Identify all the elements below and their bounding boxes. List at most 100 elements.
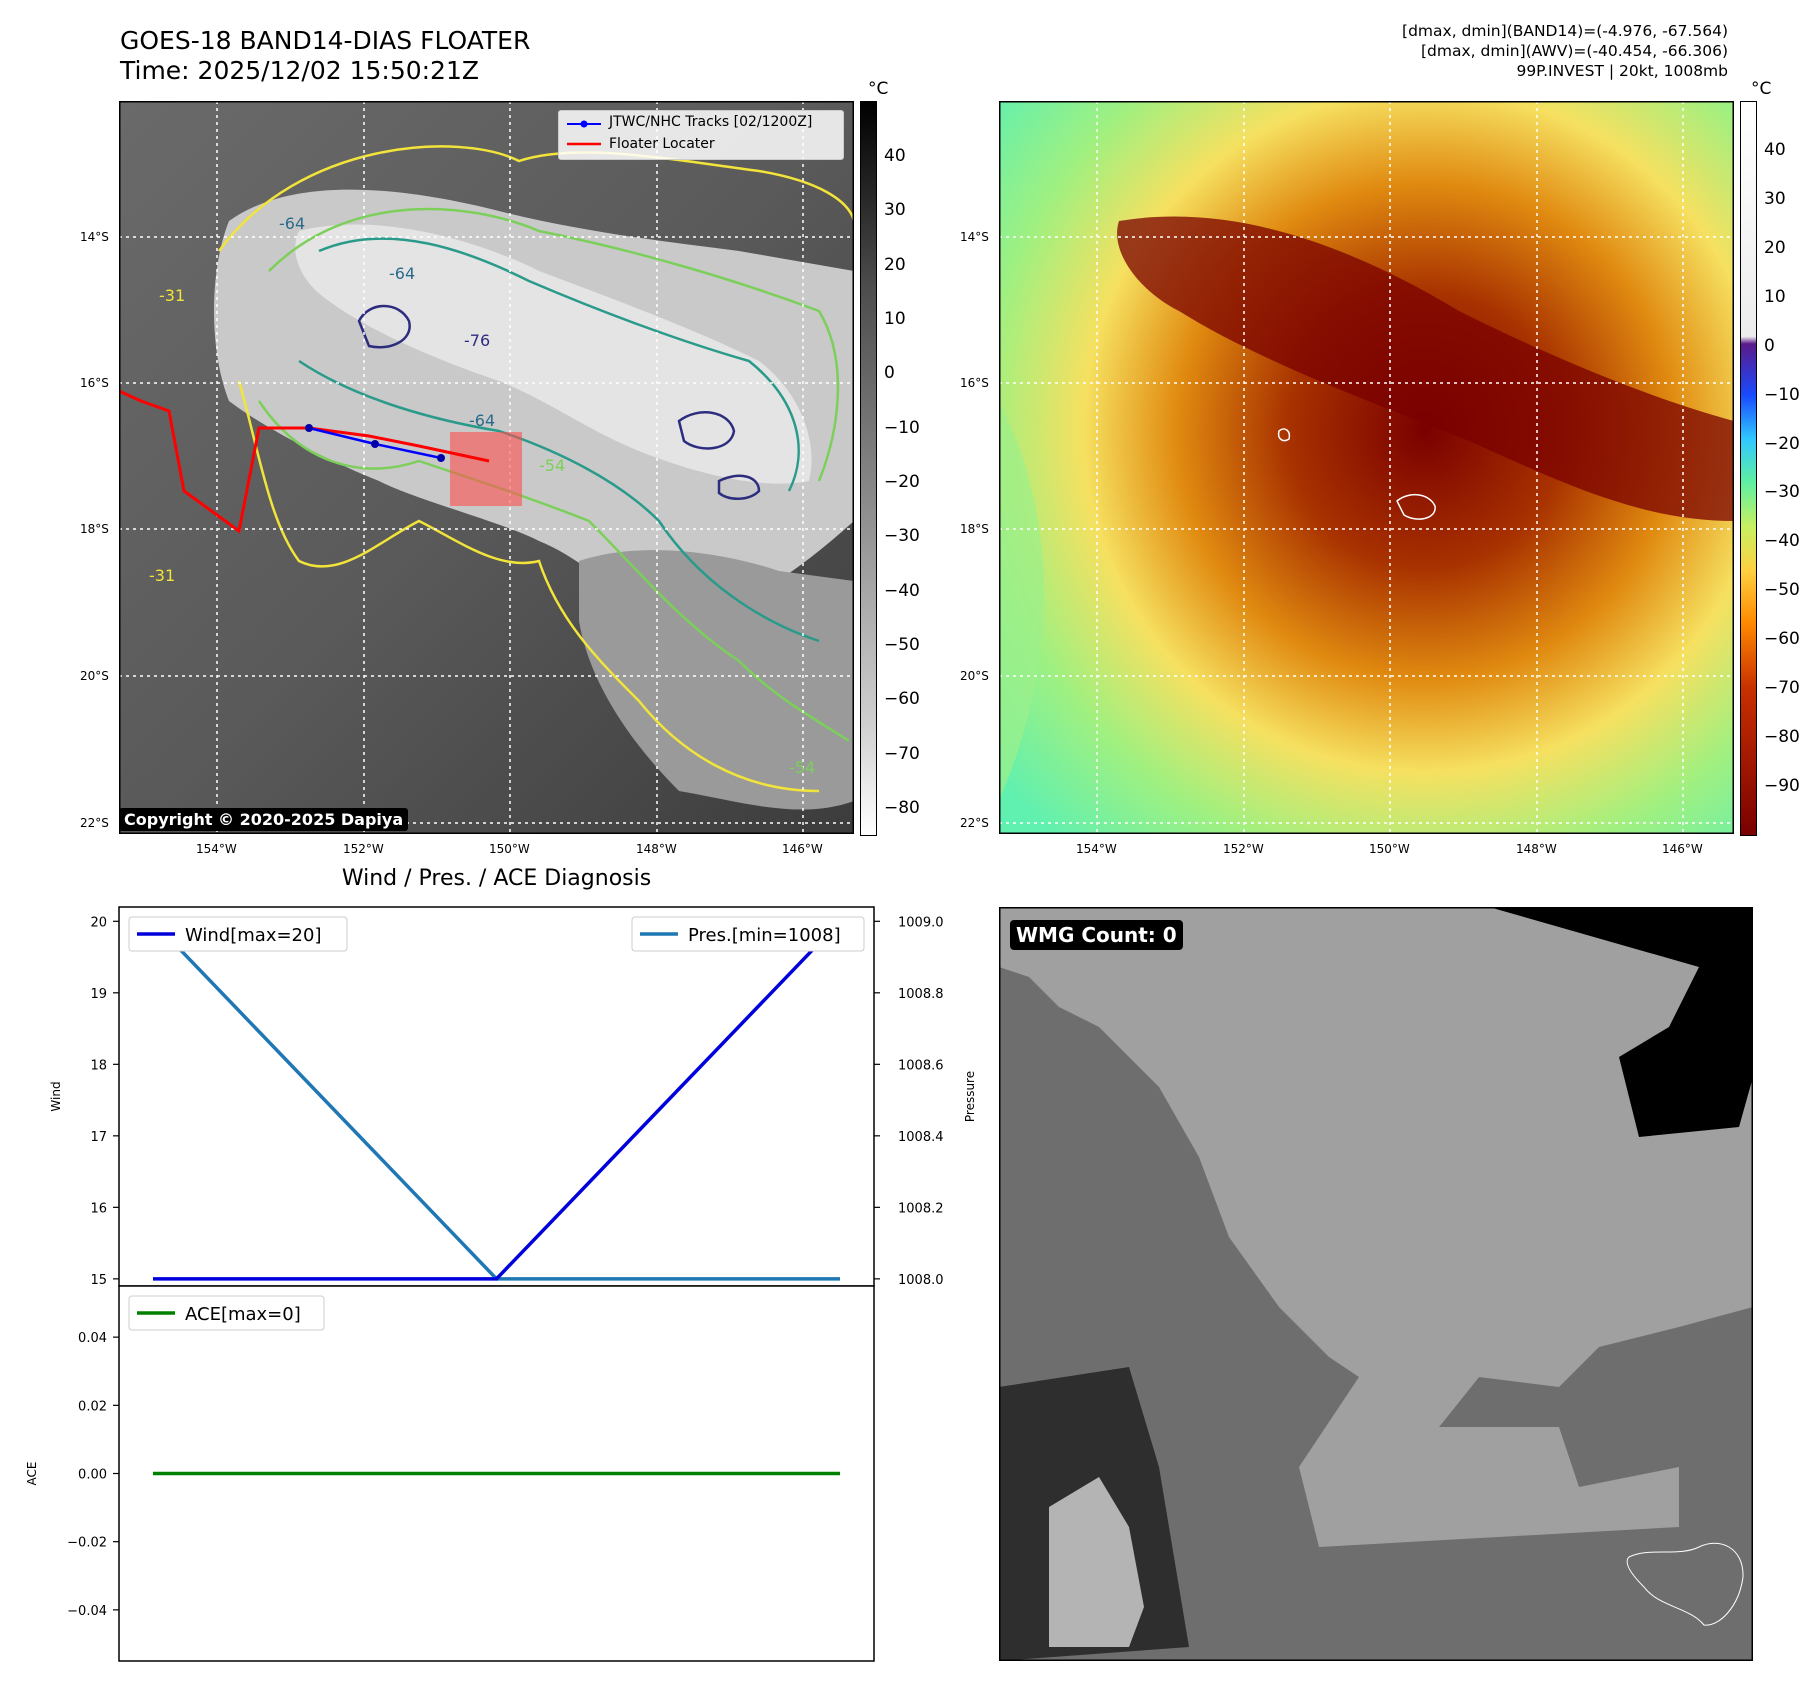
awv-colorbar-tick: 30 — [1764, 188, 1786, 209]
ace-tick-label: 0.02 — [78, 1399, 107, 1414]
awv-lon-label: 146°W — [1662, 842, 1703, 856]
meta-band14: [dmax, dmin](BAND14)=(-4.976, -67.564) — [1402, 22, 1728, 40]
ace-tick-label: 0.00 — [78, 1468, 107, 1483]
contour-label: -76 — [464, 331, 490, 350]
ir-lon-label: 154°W — [196, 842, 237, 856]
contour-teal — [298, 237, 820, 643]
wind-tick-label: 17 — [90, 1130, 107, 1145]
ir-colorbar-tick: −40 — [884, 580, 920, 601]
ir-cloud-south — [579, 550, 854, 810]
awv-colorbar-tick: 40 — [1764, 140, 1786, 160]
wind-axis-label: Wind — [49, 1081, 63, 1111]
ir-legend: JTWC/NHC Tracks [02/1200Z] Floater Locat… — [558, 110, 844, 160]
ace-legend-box — [128, 1295, 325, 1331]
pressure-axis-label: Pressure — [963, 1071, 977, 1122]
meta-storm: 99P.INVEST | 20kt, 1008mb — [1516, 62, 1728, 80]
ir-colorbar-tick: 40 — [884, 146, 906, 166]
pres-legend-box — [631, 916, 865, 952]
ace-axis-label: ACE — [25, 1462, 39, 1486]
ir-colorbar-tick: −70 — [884, 743, 920, 764]
awv-lon-label: 154°W — [1076, 842, 1117, 856]
legend-tracks-label: JTWC/NHC Tracks [02/1200Z] — [609, 114, 813, 130]
diag-title: Wind / Pres. / ACE Diagnosis — [341, 866, 652, 891]
wind-tick-label: 20 — [90, 915, 107, 930]
pres-tick-label: 1008.0 — [898, 1273, 944, 1288]
ir-colorbar — [860, 101, 877, 836]
ir-colorbar-tick: 20 — [884, 254, 906, 275]
wind-legend-label: Wind[max=20] — [185, 925, 322, 946]
awv-gridlines — [999, 101, 1734, 834]
awv-lon-label: 152°W — [1223, 842, 1264, 856]
meta-awv: [dmax, dmin](AWV)=(-40.454, -66.306) — [1421, 42, 1728, 60]
wind-tick-label: 15 — [90, 1273, 107, 1288]
ace-legend-label: ACE[max=0] — [185, 1304, 301, 1325]
awv-lat-label: 20°S — [960, 669, 989, 683]
pres-tick-label: 1009.0 — [898, 915, 944, 930]
pres-tick-label: 1008.2 — [898, 1201, 944, 1216]
awv-colorbar-tick: −90 — [1764, 776, 1800, 796]
wmg-gradient-patch — [1049, 1477, 1144, 1647]
awv-lon-label: 148°W — [1516, 842, 1557, 856]
ir-lat-label: 16°S — [80, 376, 109, 390]
contour-green — [257, 207, 850, 743]
awv-colorbar-tick: −30 — [1764, 482, 1800, 503]
track-point — [305, 424, 313, 432]
awv-colorbar — [1740, 101, 1757, 836]
pres-tick-label: 1008.4 — [898, 1130, 944, 1145]
track-point — [371, 440, 379, 448]
pres-tick-label: 1008.8 — [898, 987, 944, 1002]
ir-map-panel: -64 -64 -76 -64 -54 -54 -31 -31 — [119, 101, 854, 834]
ir-lon-label: 150°W — [489, 842, 530, 856]
awv-dry-band — [1117, 216, 1734, 521]
wind-tick-label: 16 — [90, 1201, 107, 1216]
ir-colorbar-unit: °C — [868, 79, 889, 99]
legend-floater-label: Floater Locater — [609, 136, 715, 152]
awv-lat-label: 16°S — [960, 376, 989, 390]
awv-colorbar-tick: −10 — [1764, 384, 1800, 405]
awv-lat-label: 22°S — [960, 816, 989, 830]
awv-lat-label: 14°S — [960, 230, 989, 244]
awv-colorbar-tick: −20 — [1764, 433, 1800, 454]
ir-lat-label: 14°S — [80, 230, 109, 244]
ir-lat-label: 22°S — [80, 816, 109, 830]
ace-tick-label: 0.04 — [78, 1331, 107, 1346]
ir-lon-label: 152°W — [343, 842, 384, 856]
wmg-panel — [999, 907, 1753, 1661]
awv-map-panel — [999, 101, 1734, 834]
ir-lat-label: 20°S — [80, 669, 109, 683]
awv-colorbar-tick: −50 — [1764, 580, 1800, 601]
contour-label: -54 — [789, 758, 815, 777]
contour-label: -31 — [159, 286, 185, 305]
ir-colorbar-tick: 10 — [884, 309, 906, 329]
contour-label: -64 — [279, 214, 305, 233]
ir-colorbar-tick: 30 — [884, 200, 906, 221]
ir-lon-label: 146°W — [782, 842, 823, 856]
copyright-badge: Copyright © 2020-2025 Dapiya — [119, 808, 409, 831]
awv-colorbar-tick: −70 — [1764, 678, 1800, 699]
wind-tick-label: 19 — [90, 987, 107, 1002]
wind-pres-axes-frame — [118, 906, 875, 1287]
ir-colorbar-tick: −50 — [884, 635, 920, 655]
awv-lon-label: 150°W — [1369, 842, 1410, 856]
ir-colorbar-tick: −60 — [884, 689, 920, 710]
wind-legend-box — [128, 916, 348, 952]
wmg-lightgray-band — [1299, 1347, 1679, 1547]
ir-lat-label: 18°S — [80, 522, 109, 536]
floater-locater-line — [119, 389, 490, 534]
contour-label: -54 — [539, 456, 565, 475]
contour-navy-3 — [717, 474, 761, 500]
contour-navy-2 — [677, 411, 736, 450]
ace-tick-label: −0.02 — [67, 1536, 107, 1551]
wmg-count-badge: WMG Count: 0 — [1010, 920, 1183, 950]
contour-label: -64 — [389, 264, 415, 283]
pres-tick-label: 1008.6 — [898, 1058, 944, 1073]
legend-floater-marker — [567, 142, 601, 146]
ir-colorbar-tick: −30 — [884, 526, 920, 547]
awv-colorbar-tick: 20 — [1764, 237, 1786, 258]
diag-chart: 20 19 18 17 16 15 1009.0 1008.8 1008.6 1008.4 1008… — [25, 906, 977, 1662]
awv-contour — [1396, 494, 1436, 520]
ir-colorbar-tick: 0 — [884, 363, 895, 384]
ace-tick-label: −0.04 — [67, 1604, 107, 1619]
awv-moist-area — [999, 401, 1044, 801]
wind-series-line — [153, 920, 842, 1281]
